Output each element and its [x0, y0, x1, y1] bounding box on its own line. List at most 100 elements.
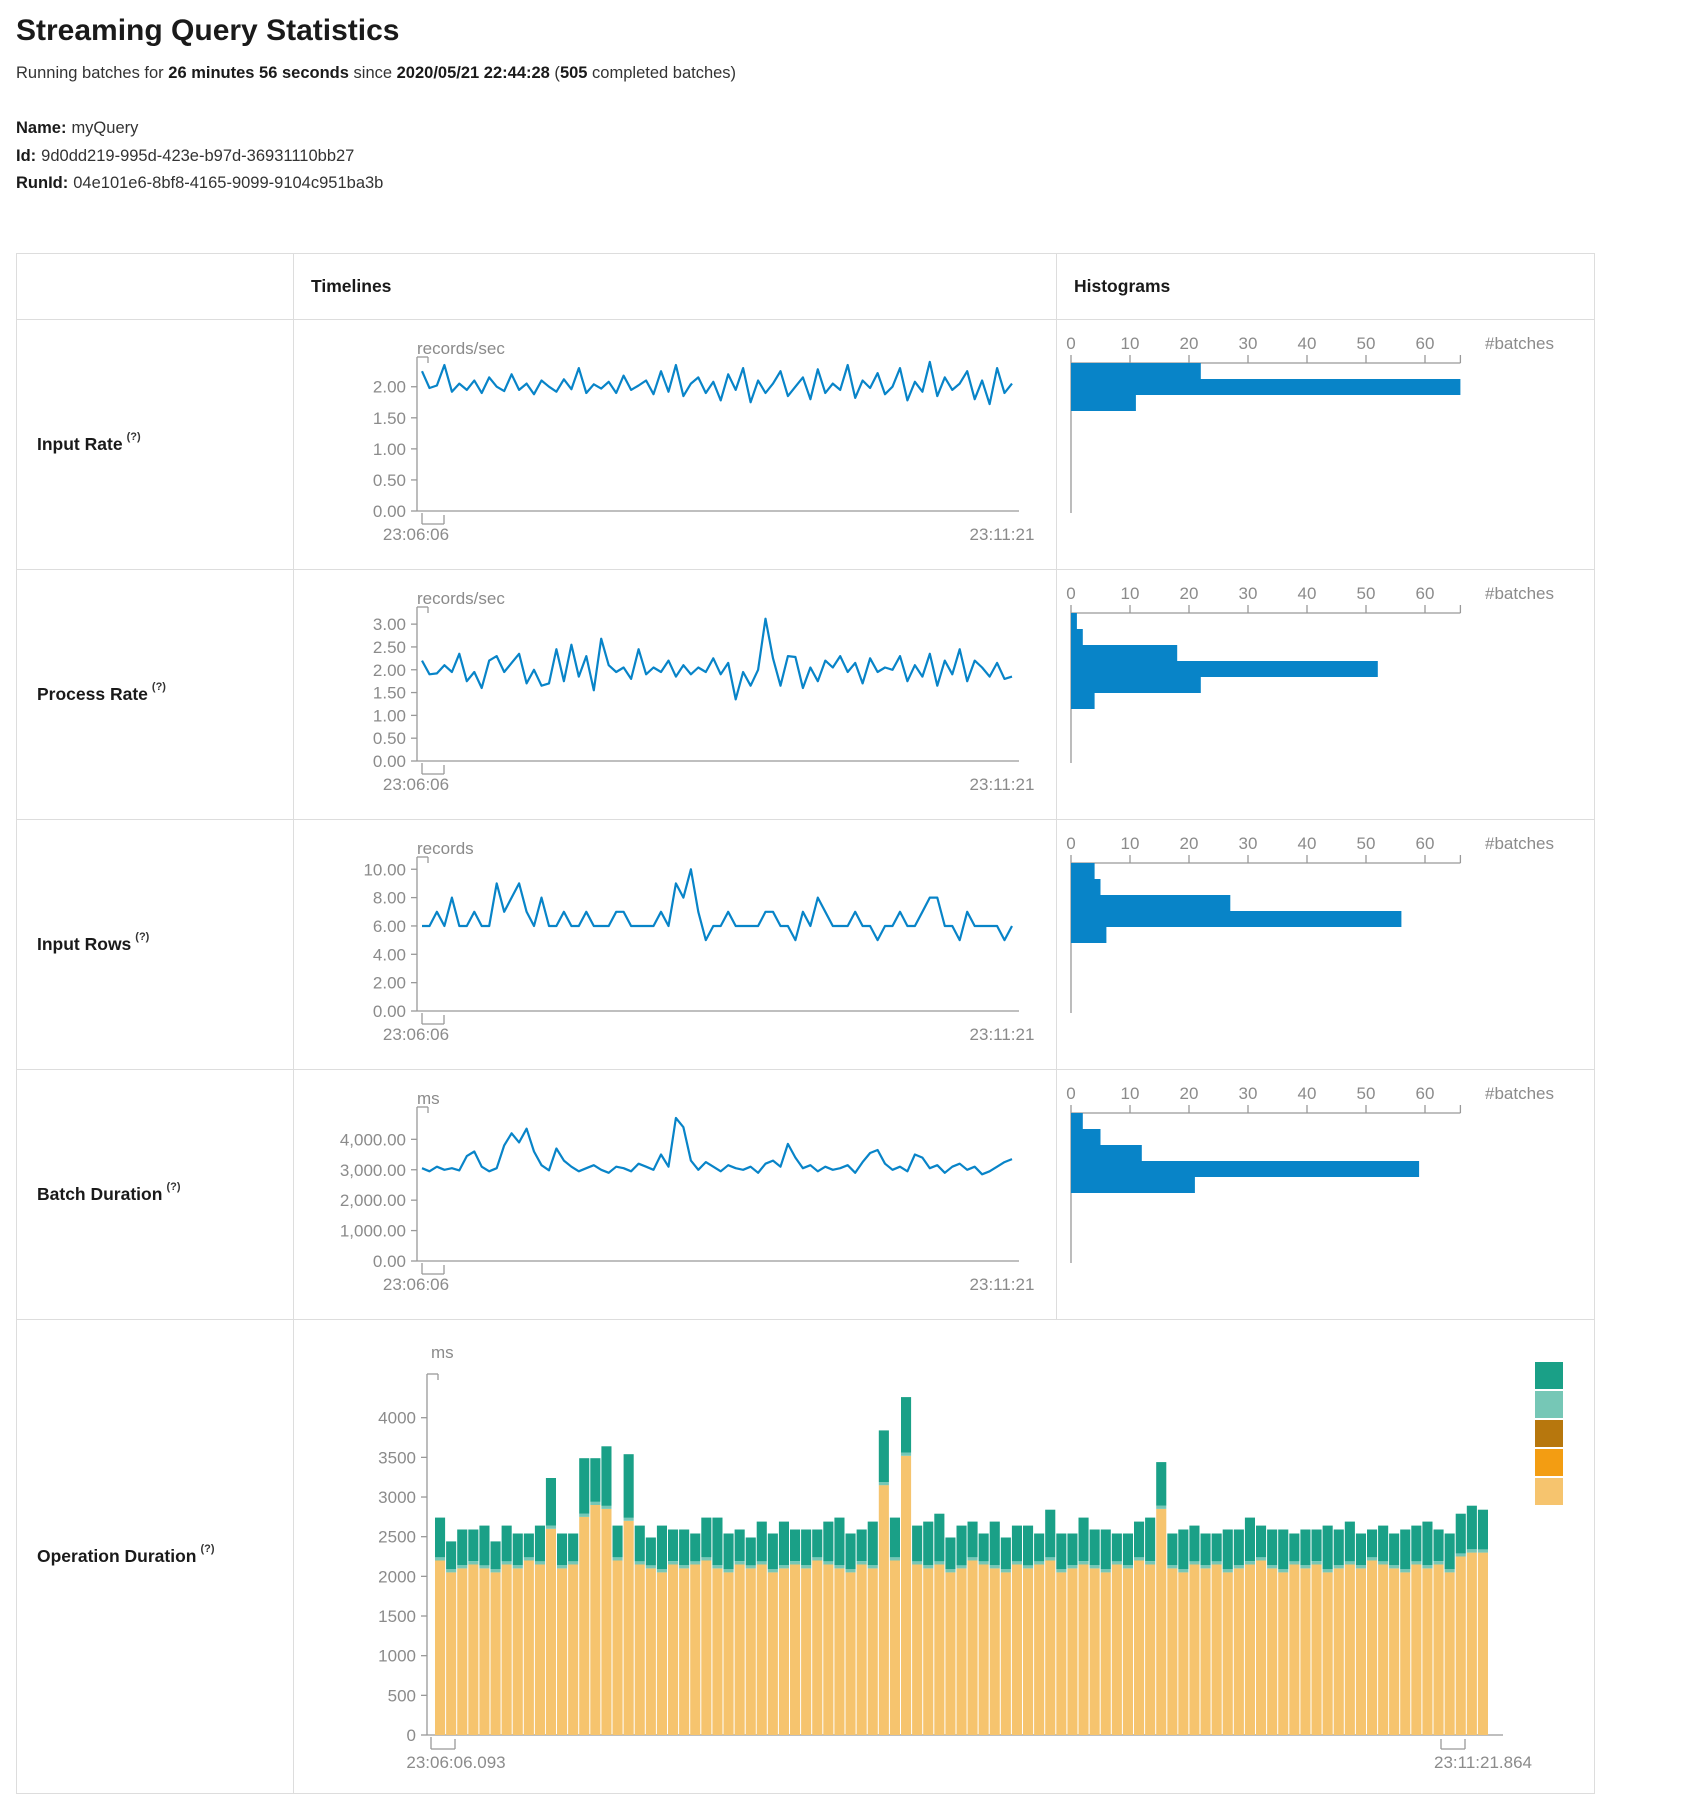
page-title: Streaming Query Statistics — [16, 14, 400, 47]
header-histograms: Histograms — [1056, 253, 1594, 319]
svg-text:10: 10 — [1121, 1084, 1140, 1103]
svg-text:20: 20 — [1180, 1084, 1199, 1103]
header-empty-cell — [17, 254, 293, 319]
svg-text:0: 0 — [1066, 584, 1075, 603]
svg-text:23:06:06: 23:06:06 — [383, 1275, 449, 1294]
query-name-line: Name: myQuery — [16, 115, 1693, 143]
process-rate-timeline-chart: records/sec 3.00 2.50 2.00 1.50 1.00 0.50 0.00 2… — [373, 589, 1035, 794]
svg-text:2.00: 2.00 — [373, 973, 406, 992]
svg-text:30: 30 — [1239, 1084, 1258, 1103]
svg-text:0.50: 0.50 — [373, 470, 406, 489]
status-line: Running batches for 26 minutes 56 second… — [16, 64, 1693, 83]
svg-text:60: 60 — [1416, 834, 1435, 853]
svg-text:60: 60 — [1416, 334, 1435, 353]
svg-text:23:11:21: 23:11:21 — [970, 525, 1035, 544]
svg-text:4000: 4000 — [378, 1408, 416, 1427]
svg-text:0.00: 0.00 — [373, 1002, 406, 1021]
svg-text:6.00: 6.00 — [373, 916, 406, 935]
svg-text:23:11:21: 23:11:21 — [970, 1025, 1035, 1044]
svg-text:23:06:06: 23:06:06 — [383, 775, 449, 794]
input-rows-help-icon[interactable]: (?) — [135, 931, 150, 943]
process-rate-help-icon[interactable]: (?) — [151, 681, 166, 693]
row-label-input-rows: Input Rows (?) — [17, 818, 293, 1069]
svg-text:records/sec: records/sec — [417, 589, 505, 608]
svg-text:0.00: 0.00 — [373, 1252, 406, 1271]
svg-text:50: 50 — [1357, 584, 1376, 603]
status-mid: since — [348, 64, 397, 82]
legend-swatch — [1535, 1390, 1563, 1418]
runid-label: RunId: — [16, 174, 69, 192]
svg-text:23:11:21: 23:11:21 — [970, 775, 1035, 794]
svg-text:4,000.00: 4,000.00 — [340, 1130, 406, 1149]
operation-duration-stacked-chart: ms 4000 3500 3000 2500 2000 1500 1000 500 0 23:06:… — [378, 1343, 1563, 1772]
svg-text:1.00: 1.00 — [373, 439, 406, 458]
svg-text:40: 40 — [1298, 334, 1317, 353]
svg-text:1.00: 1.00 — [373, 706, 406, 725]
svg-text:ms: ms — [417, 1089, 440, 1108]
svg-text:0.50: 0.50 — [373, 729, 406, 748]
svg-text:1.50: 1.50 — [373, 683, 406, 702]
svg-text:2500: 2500 — [378, 1527, 416, 1546]
legend-swatch — [1535, 1448, 1563, 1476]
svg-text:3000: 3000 — [378, 1488, 416, 1507]
svg-text:records/sec: records/sec — [417, 339, 505, 358]
statistics-table: Timelines Histograms Input Rate (?) recor… — [16, 252, 1595, 1794]
input-rows-timeline-chart: records 10.00 8.00 6.00 4.00 2.00 0.00 23:06:06… — [363, 839, 1035, 1044]
query-runid: 04e101e6-8bf8-4165-9099-9104c951ba3b — [73, 174, 384, 192]
svg-text:23:06:06: 23:06:06 — [383, 525, 449, 544]
row-label-batch-duration: Batch Duration (?) — [17, 1068, 293, 1319]
svg-text:0: 0 — [1066, 1084, 1075, 1103]
svg-text:#batches: #batches — [1485, 334, 1554, 353]
svg-text:0.00: 0.00 — [373, 502, 406, 521]
status-tail: completed batches) — [587, 64, 737, 82]
svg-text:23:11:21.864: 23:11:21.864 — [1434, 1753, 1532, 1772]
svg-text:#batches: #batches — [1485, 1084, 1554, 1103]
row-label-input-rate: Input Rate (?) — [17, 318, 293, 569]
start-timestamp: 2020/05/21 22:44:28 — [396, 64, 550, 82]
query-meta: Name: myQuery Id: 9d0dd219-995d-423e-b97d-… — [16, 115, 1693, 198]
name-label: Name: — [16, 119, 67, 137]
svg-text:40: 40 — [1298, 1084, 1317, 1103]
svg-text:2.00: 2.00 — [373, 660, 406, 679]
svg-text:#batches: #batches — [1485, 834, 1554, 853]
id-label: Id: — [16, 146, 37, 165]
svg-text:10.00: 10.00 — [363, 860, 406, 879]
batch-duration-timeline-chart: ms 4,000.00 3,000.00 2,000.00 1,000.00 0.00 23… — [340, 1089, 1035, 1294]
query-id: 9d0dd219-995d-423e-b97d-36931110bb27 — [41, 146, 355, 165]
svg-text:1500: 1500 — [378, 1607, 416, 1626]
completed-batches-count: 505 — [559, 64, 588, 82]
svg-text:500: 500 — [388, 1686, 416, 1705]
svg-text:60: 60 — [1416, 584, 1435, 603]
query-runid-line: RunId: 04e101e6-8bf8-4165-9099-9104c951ba… — [16, 170, 1693, 198]
legend-swatch — [1535, 1419, 1563, 1447]
svg-text:40: 40 — [1298, 834, 1317, 853]
svg-text:1.50: 1.50 — [373, 408, 406, 427]
process-rate-histogram-chart: 0 10 20 30 40 50 60 #batches — [1066, 584, 1554, 763]
input-rate-help-icon[interactable]: (?) — [126, 431, 141, 443]
input-rate-histogram-chart: 0 10 20 30 40 50 60 #batches — [1066, 334, 1554, 513]
input-rows-histogram-chart: 0 10 20 30 40 50 60 #batches — [1066, 834, 1554, 1013]
svg-text:ms: ms — [431, 1343, 454, 1362]
batch-duration-help-icon[interactable]: (?) — [166, 1181, 181, 1193]
header-timelines: Timelines — [293, 253, 1056, 319]
operation-duration-help-icon[interactable]: (?) — [200, 1543, 215, 1555]
svg-text:0: 0 — [1066, 834, 1075, 853]
svg-text:8.00: 8.00 — [373, 888, 406, 907]
legend-swatch — [1535, 1477, 1563, 1505]
svg-text:30: 30 — [1239, 334, 1258, 353]
svg-text:1000: 1000 — [378, 1646, 416, 1665]
svg-text:3,000.00: 3,000.00 — [340, 1160, 406, 1179]
svg-text:2,000.00: 2,000.00 — [340, 1191, 406, 1210]
svg-text:23:06:06.093: 23:06:06.093 — [406, 1753, 505, 1772]
svg-text:40: 40 — [1298, 584, 1317, 603]
svg-text:30: 30 — [1239, 834, 1258, 853]
svg-text:#batches: #batches — [1485, 584, 1554, 603]
svg-text:4.00: 4.00 — [373, 945, 406, 964]
svg-text:2000: 2000 — [378, 1567, 416, 1586]
svg-text:50: 50 — [1357, 334, 1376, 353]
status-paren: ( — [549, 64, 560, 82]
svg-text:0: 0 — [407, 1726, 416, 1745]
running-duration: 26 minutes 56 seconds — [168, 64, 349, 82]
svg-text:50: 50 — [1357, 1084, 1376, 1103]
